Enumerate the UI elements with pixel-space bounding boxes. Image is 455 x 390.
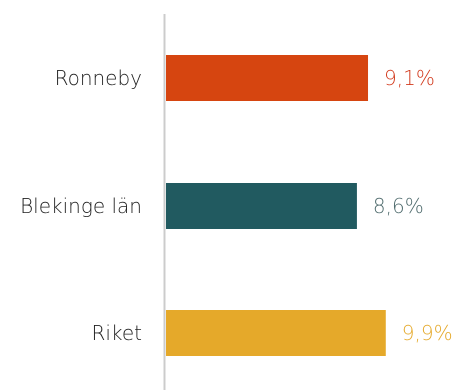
bar-1 (166, 183, 357, 229)
category-label-1: Blekinge län (20, 194, 142, 218)
bars-group: Ronneby 9,1% Blekinge län 8,6% Riket 9,9% (20, 55, 453, 356)
bar-0 (166, 55, 369, 101)
value-label-0: 9,1% (384, 66, 435, 90)
value-label-2: 9,9% (402, 321, 453, 345)
category-label-0: Ronneby (55, 66, 142, 90)
bar-2 (166, 310, 386, 356)
category-label-2: Riket (92, 321, 142, 345)
value-label-1: 8,6% (373, 194, 424, 218)
